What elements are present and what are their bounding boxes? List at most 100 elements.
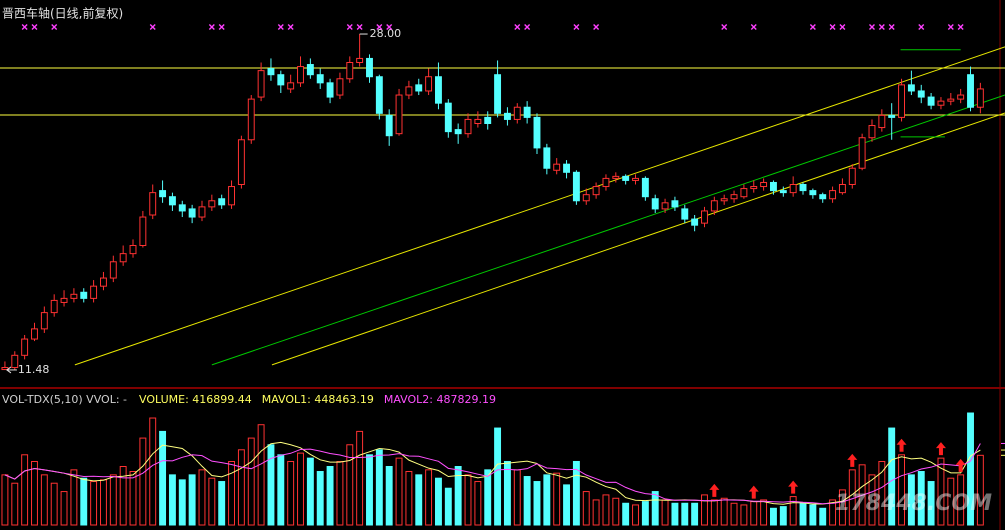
volume-bar — [572, 460, 580, 526]
volume-bar — [178, 479, 186, 526]
candle-body — [868, 125, 876, 139]
volume-bar — [100, 479, 107, 526]
candle-body — [888, 114, 896, 118]
volume-bar — [90, 481, 98, 526]
signal-cross — [957, 24, 964, 30]
candle-body — [691, 218, 699, 226]
volume-bar — [760, 499, 768, 526]
candle-body — [356, 57, 364, 63]
candle-body — [622, 175, 630, 181]
candle-body — [582, 194, 590, 202]
candle-body — [661, 202, 669, 210]
volume-bar — [415, 474, 423, 526]
volume-bar — [159, 430, 167, 526]
volume-bar — [267, 444, 275, 526]
candle-body — [80, 291, 88, 299]
volume-bar — [602, 494, 610, 526]
volume-arrow — [847, 453, 858, 467]
candle-body — [257, 70, 265, 98]
volume-bar — [70, 469, 78, 526]
volume-bar — [888, 427, 896, 526]
signal-cross — [376, 24, 383, 30]
volume-arrow — [935, 442, 946, 456]
candle-body — [967, 74, 974, 108]
volume-bar — [149, 417, 157, 526]
trend-line — [74, 46, 1005, 366]
volume-bar — [740, 504, 748, 526]
candle-body — [819, 194, 827, 200]
candle-body — [523, 106, 531, 118]
signal-cross — [573, 24, 580, 30]
signal-cross — [593, 24, 600, 30]
volume-arrow — [788, 480, 799, 494]
candle-body — [139, 216, 147, 247]
candle-body — [927, 96, 935, 106]
volume-bar — [316, 471, 324, 526]
volume-bar — [632, 504, 639, 526]
volume-bar — [553, 472, 561, 526]
candle-body — [898, 84, 906, 118]
candle-body — [228, 186, 236, 206]
volume-bar — [1, 474, 9, 526]
volume-bar — [976, 454, 984, 526]
signal-cross — [356, 24, 363, 30]
candle-body — [907, 84, 915, 92]
volume-bar — [671, 502, 679, 526]
candle-body — [149, 192, 157, 216]
volume-bar — [326, 466, 334, 526]
candle-body — [208, 200, 216, 208]
candle-body — [701, 210, 708, 224]
signal-cross — [386, 24, 393, 30]
candle-body — [188, 208, 196, 218]
volume-bar — [306, 457, 314, 526]
candle-body — [937, 100, 945, 106]
signal-cross — [721, 24, 728, 30]
volume-arrow — [955, 458, 966, 472]
candle-body — [444, 102, 452, 133]
volume-bar — [799, 502, 807, 526]
candle-body — [543, 147, 551, 169]
volume-bar — [435, 477, 442, 526]
signal-cross — [514, 24, 521, 30]
volume-bar — [297, 452, 304, 526]
volume-bar — [543, 474, 551, 526]
price-mark-arrow — [6, 366, 12, 374]
candle-body — [474, 118, 482, 125]
volume-bar — [809, 504, 817, 526]
candle-body — [375, 76, 383, 114]
volume-arrow — [896, 438, 907, 452]
candle-body — [435, 76, 442, 104]
candle-body — [957, 94, 965, 100]
price-mark-label: 11.48 — [18, 363, 49, 376]
volume-bar — [346, 444, 354, 526]
volume-bar — [622, 502, 630, 526]
signal-cross — [346, 24, 353, 30]
candle-body — [60, 297, 68, 303]
signal-cross — [21, 24, 28, 30]
volume-bar — [819, 507, 827, 526]
volume-bar — [237, 449, 245, 526]
trend-line — [211, 94, 1005, 366]
volume-bar — [523, 476, 531, 526]
candle-body — [247, 98, 255, 141]
volume-bar — [720, 497, 728, 526]
volume-bar — [119, 466, 127, 526]
signal-cross — [524, 24, 531, 30]
volume-bar — [257, 424, 265, 526]
signal-cross — [277, 24, 284, 30]
candle-body — [632, 177, 639, 181]
signal-cross — [31, 24, 38, 30]
volume-bar — [80, 477, 88, 526]
candle-body — [553, 163, 561, 171]
volume-bar — [218, 481, 226, 526]
candle-body — [641, 177, 649, 198]
mavol1-line — [4, 441, 981, 505]
volume-bar — [612, 497, 620, 526]
volume-bar — [582, 491, 590, 526]
volume-bar — [129, 471, 137, 526]
volume-bar — [40, 474, 48, 526]
candle-body — [681, 208, 689, 220]
volume-bar — [927, 481, 935, 526]
volume-bar — [139, 437, 147, 526]
candle-body — [592, 186, 600, 196]
